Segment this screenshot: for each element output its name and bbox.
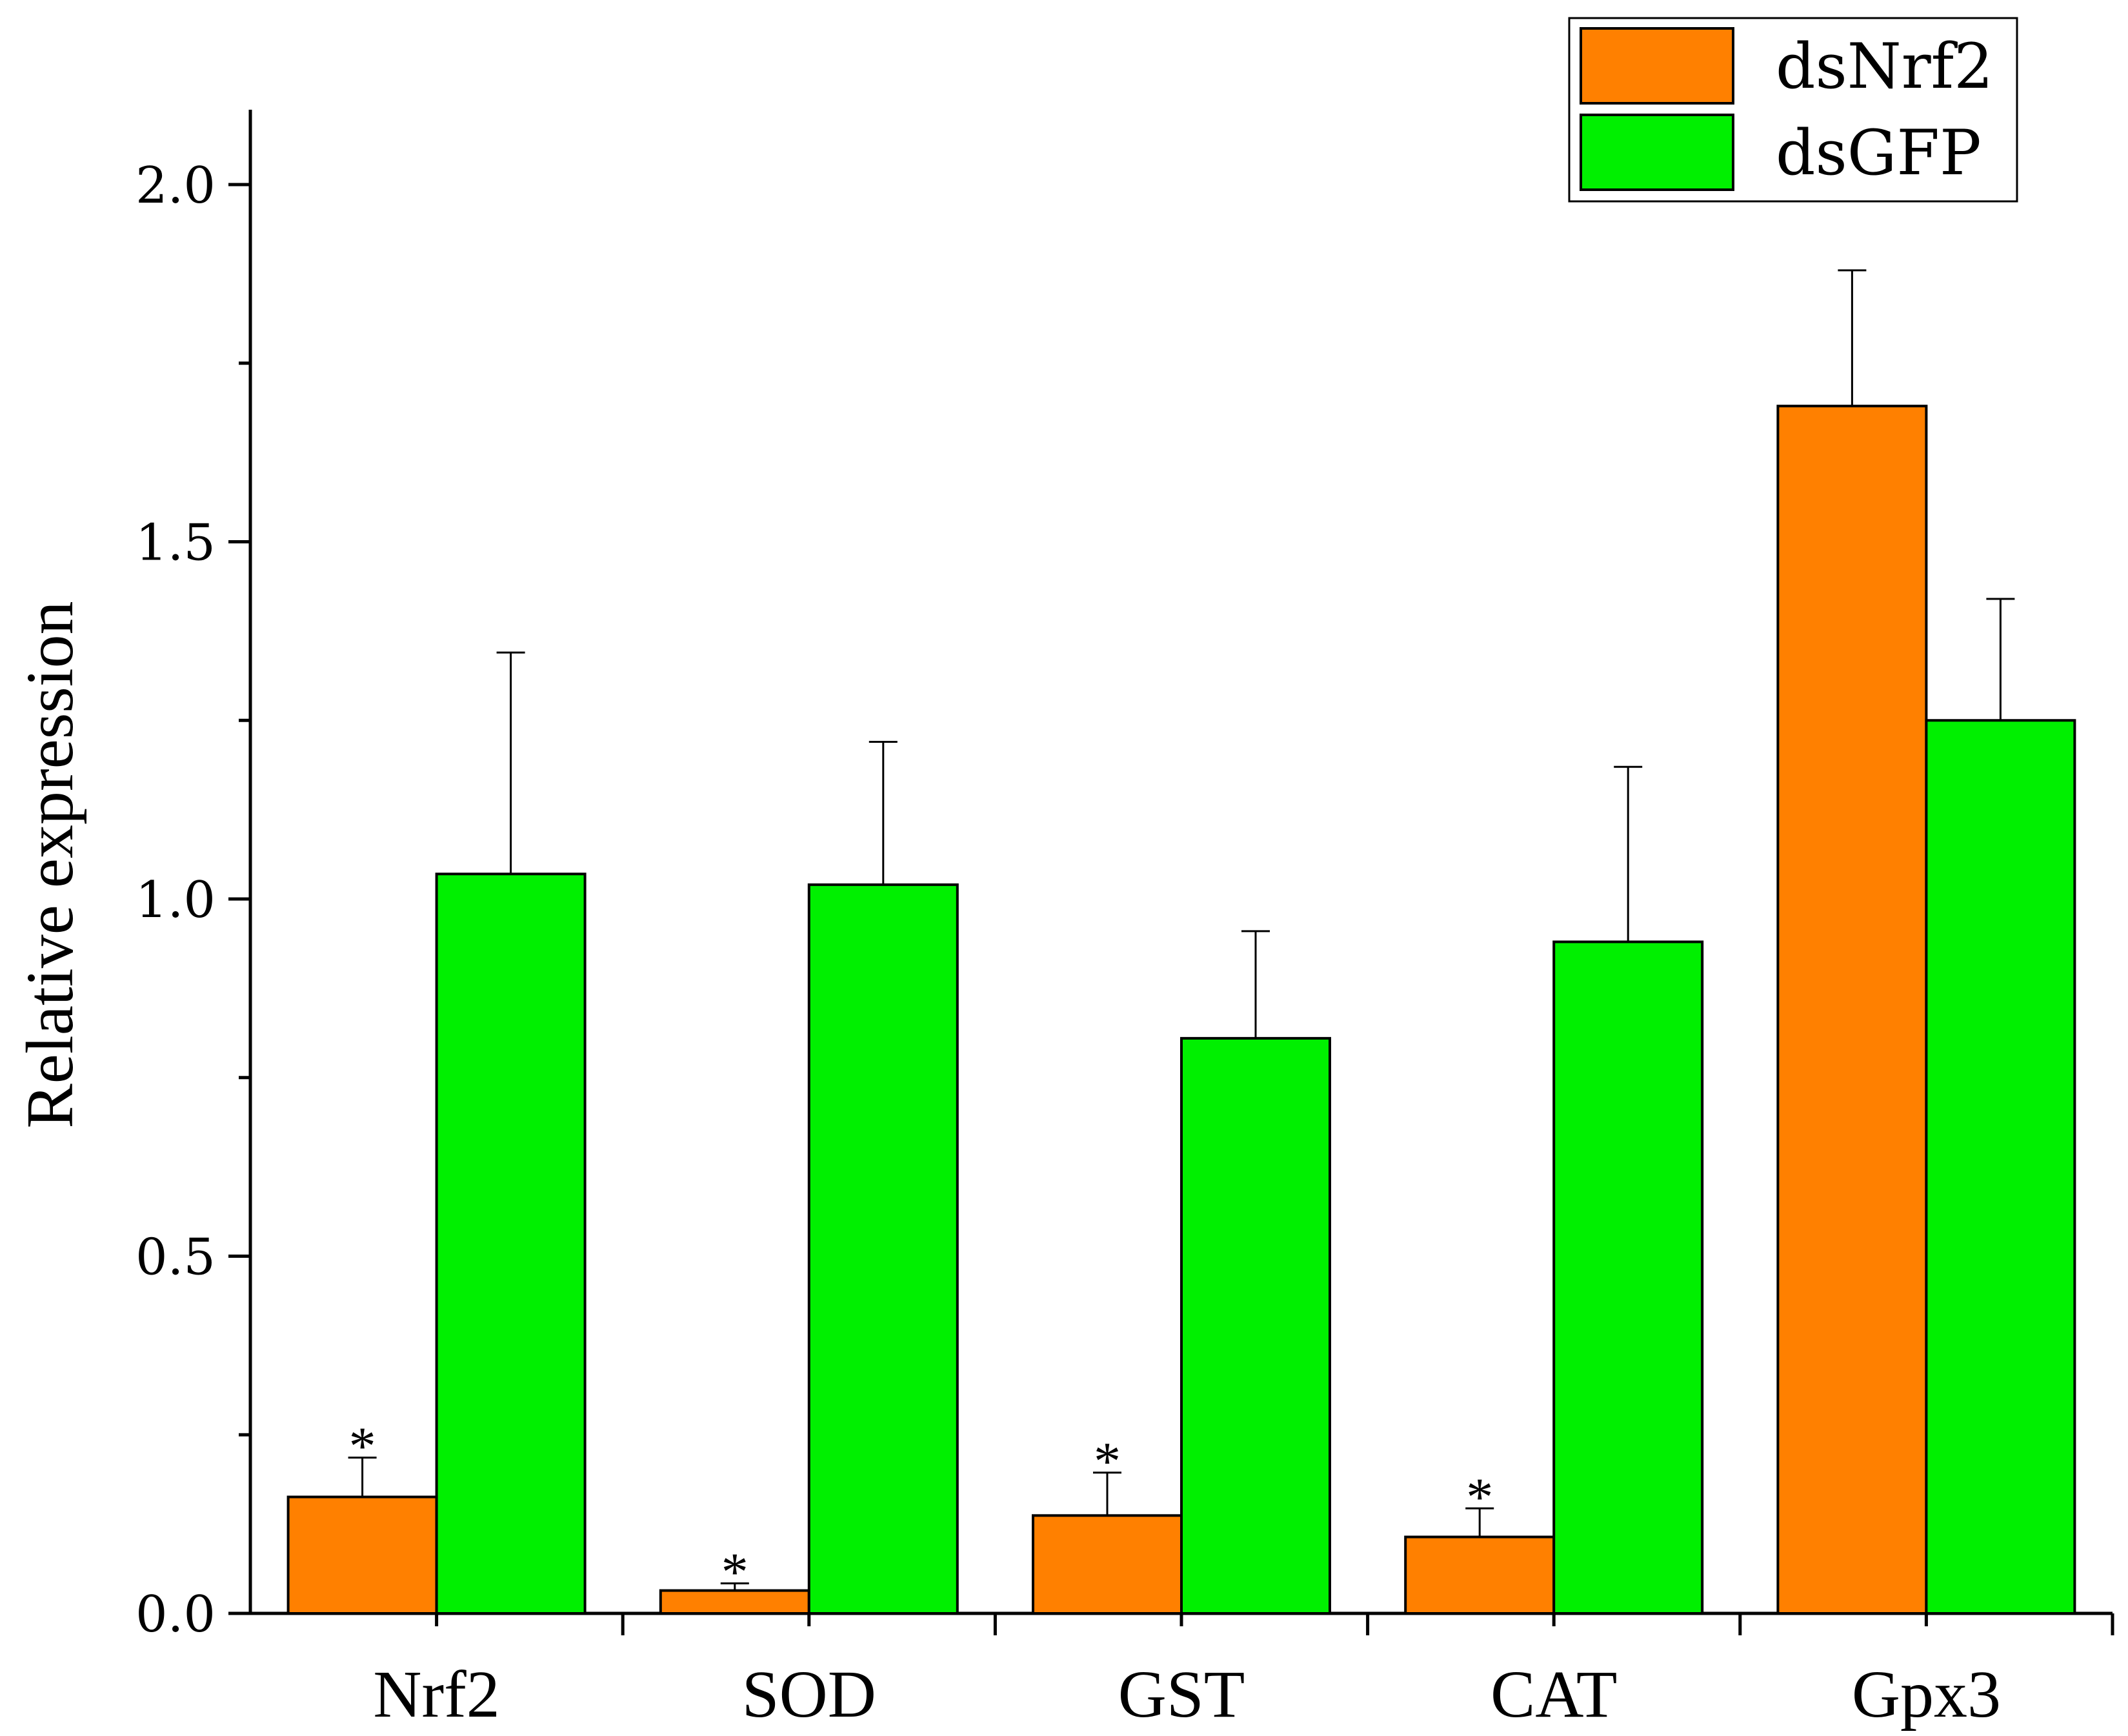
x-tick-label: SOD	[742, 1657, 876, 1731]
bar	[1404, 1535, 1556, 1615]
bar	[1552, 940, 1704, 1615]
bar	[435, 873, 587, 1615]
significance-marker: *	[721, 1542, 748, 1602]
x-tick-label: Gpx3	[1852, 1657, 2001, 1731]
y-axis-title: Relative expression	[13, 601, 87, 1128]
legend-swatch	[1580, 27, 1734, 105]
bar	[659, 1589, 810, 1615]
y-tick-label: 0.5	[136, 1229, 216, 1287]
significance-marker: *	[1466, 1467, 1493, 1527]
bar	[1180, 1036, 1331, 1615]
x-tick-label: Nrf2	[373, 1657, 499, 1731]
legend-label: dsGFP	[1776, 117, 1982, 189]
bar	[1032, 1514, 1183, 1615]
significance-marker: *	[349, 1417, 376, 1477]
x-tick-label: CAT	[1491, 1657, 1617, 1731]
bar	[286, 1495, 438, 1615]
bar	[807, 883, 959, 1615]
y-tick-label: 0.0	[136, 1586, 216, 1644]
labels: Relative expression Nrf2 * SOD * GST * CAT * Gpx3	[13, 601, 2001, 1731]
error-bars	[348, 269, 2015, 1591]
significance-marker: *	[1094, 1431, 1121, 1491]
legend: dsNrf2 dsGFP	[1568, 17, 2018, 203]
bar	[1776, 405, 1928, 1615]
y-tick-label: 1.5	[136, 514, 216, 572]
x-tick-label: GST	[1118, 1657, 1245, 1731]
legend-swatch	[1580, 114, 1734, 191]
y-tick-label: 1.0	[136, 871, 216, 929]
y-tick-label: 2.0	[136, 157, 216, 215]
bar	[1925, 719, 2076, 1615]
legend-label: dsNrf2	[1776, 30, 1993, 103]
bars	[286, 405, 2076, 1615]
